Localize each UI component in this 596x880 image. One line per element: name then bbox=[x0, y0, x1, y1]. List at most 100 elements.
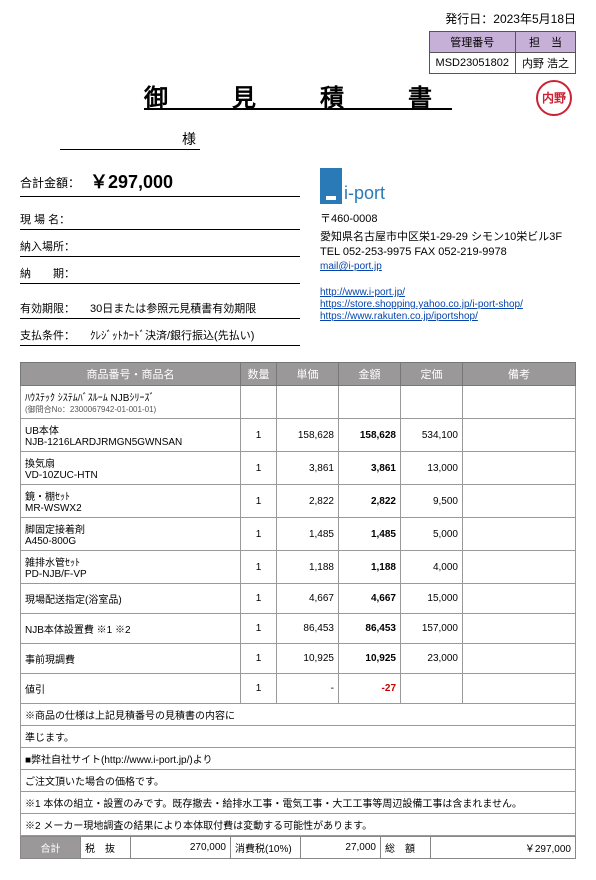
issue-date: 発行日：2023年5月18日 bbox=[20, 10, 576, 27]
notes-table: ※商品の仕様は上記見積番号の見積書の内容に 準じます。 ■弊社自社サイト(htt… bbox=[20, 703, 576, 836]
site-line: 現 場 名： bbox=[20, 209, 300, 230]
customer-name-line: 様 bbox=[60, 129, 200, 150]
item-amount: 10,925 bbox=[339, 644, 401, 674]
item-amount: 1,485 bbox=[339, 518, 401, 551]
item-name: 事前現調費 bbox=[25, 651, 236, 666]
series-row: ﾊｳｽﾃｯｸ ｼｽﾃﾑﾊﾞｽﾙｰﾑ NJBｼﾘｰｽﾞ (御問合No：230006… bbox=[21, 386, 576, 419]
footer-extax-label: 税 抜 bbox=[81, 837, 131, 859]
item-unit: 3,861 bbox=[277, 452, 339, 485]
mgmt-no-value: MSD23051802 bbox=[429, 53, 515, 74]
item-name: NJB本体設置費 ※1 ※2 bbox=[25, 621, 236, 636]
company-zip: 〒460-0008 bbox=[320, 210, 576, 226]
item-remark bbox=[463, 644, 576, 674]
company-mail-link[interactable]: mail@i-port.jp bbox=[320, 261, 382, 272]
rep-header: 担 当 bbox=[515, 32, 575, 53]
item-remark bbox=[463, 551, 576, 584]
item-unit: 2,822 bbox=[277, 485, 339, 518]
document-title: 御 見 積 書 bbox=[20, 78, 576, 113]
valid-label: 有効期限： bbox=[20, 300, 90, 316]
company-link-1[interactable]: http://www.i-port.jp/ bbox=[320, 287, 405, 298]
item-name: 脚固定接着剤 bbox=[25, 521, 236, 536]
company-tel: TEL 052-253-9975 FAX 052-219-9978 bbox=[320, 246, 576, 258]
due-line: 納 期： bbox=[20, 263, 300, 284]
item-code: NJB-1216LARDJRMGN5GWNSAN bbox=[25, 437, 236, 448]
item-qty: 1 bbox=[241, 518, 277, 551]
item-list: 5,000 bbox=[401, 518, 463, 551]
item-unit: - bbox=[277, 674, 339, 704]
rep-value: 内野 浩之 bbox=[515, 53, 575, 74]
items-table: 商品番号・商品名 数量 単価 金額 定価 備考 ﾊｳｽﾃｯｸ ｼｽﾃﾑﾊﾞｽﾙｰ… bbox=[20, 362, 576, 704]
item-unit: 1,188 bbox=[277, 551, 339, 584]
item-name: 鏡・棚ｾｯﾄ bbox=[25, 488, 236, 503]
item-amount: 4,667 bbox=[339, 584, 401, 614]
stamp-seal: 内野 bbox=[536, 80, 572, 116]
item-row: 脚固定接着剤A450-800G11,4851,4855,000 bbox=[21, 518, 576, 551]
due-label: 納 期： bbox=[20, 265, 90, 281]
item-list: 157,000 bbox=[401, 614, 463, 644]
col-qty: 数量 bbox=[241, 363, 277, 386]
company-logo: i-port bbox=[320, 168, 576, 204]
footer-table: 合計 税 抜 270,000 消費税(10%) 27,000 総 額 ￥297,… bbox=[20, 836, 576, 859]
item-row: 値引1--27 bbox=[21, 674, 576, 704]
item-qty: 1 bbox=[241, 551, 277, 584]
note-3: ※1 本体の組立・設置のみです。既存撤去・給排水工事・電気工事・大工工事等周辺設… bbox=[21, 792, 576, 814]
item-row: 鏡・棚ｾｯﾄMR-WSWX212,8222,8229,500 bbox=[21, 485, 576, 518]
item-name: 換気扇 bbox=[25, 455, 236, 470]
company-link-2[interactable]: https://store.shopping.yahoo.co.jp/i-por… bbox=[320, 299, 523, 310]
footer-extax-value: 270,000 bbox=[131, 837, 231, 859]
item-list: 534,100 bbox=[401, 419, 463, 452]
valid-line: 有効期限： 30日または参照元見積書有効期限 bbox=[20, 298, 300, 319]
payment-value: ｸﾚｼﾞｯﾄｶｰﾄﾞ決済/銀行振込(先払い) bbox=[90, 327, 254, 343]
col-list: 定価 bbox=[401, 363, 463, 386]
item-unit: 10,925 bbox=[277, 644, 339, 674]
note-1a: ※商品の仕様は上記見積番号の見積書の内容に bbox=[21, 704, 576, 726]
item-unit: 158,628 bbox=[277, 419, 339, 452]
footer-total-label: 合計 bbox=[21, 837, 81, 859]
company-address: 愛知県名古屋市中区栄1-29-29 シモン10栄ビル3F bbox=[320, 228, 576, 244]
item-name: 現場配送指定(浴室品) bbox=[25, 591, 236, 606]
col-amount: 金額 bbox=[339, 363, 401, 386]
total-amount-line: 合計金額： ￥297,000 bbox=[20, 168, 300, 197]
item-code: PD-NJB/F-VP bbox=[25, 569, 236, 580]
item-qty: 1 bbox=[241, 674, 277, 704]
item-remark bbox=[463, 518, 576, 551]
series-ref: (御問合No：2300067942-01-001-01) bbox=[25, 404, 236, 415]
delivery-line: 納入場所： bbox=[20, 236, 300, 257]
item-name: 雑排水管ｾｯﾄ bbox=[25, 554, 236, 569]
series-name: ﾊｳｽﾃｯｸ ｼｽﾃﾑﾊﾞｽﾙｰﾑ NJBｼﾘｰｽﾞ bbox=[25, 389, 236, 404]
item-qty: 1 bbox=[241, 584, 277, 614]
logo-text: i-port bbox=[344, 183, 385, 204]
payment-label: 支払条件： bbox=[20, 327, 90, 343]
item-code: VD-10ZUC-HTN bbox=[25, 470, 236, 481]
item-name: UB本体 bbox=[25, 422, 236, 437]
item-amount: 1,188 bbox=[339, 551, 401, 584]
left-column: 合計金額： ￥297,000 現 場 名： 納入場所： 納 期： 有効期限： 3… bbox=[20, 168, 300, 352]
item-name: 値引 bbox=[25, 681, 236, 696]
item-list bbox=[401, 674, 463, 704]
footer-tax-label: 消費税(10%) bbox=[231, 837, 301, 859]
site-label: 現 場 名： bbox=[20, 211, 90, 227]
item-row: 事前現調費110,92510,92523,000 bbox=[21, 644, 576, 674]
item-amount: 3,861 bbox=[339, 452, 401, 485]
note-2b: ご注文頂いた場合の価格です。 bbox=[21, 770, 576, 792]
note-2a: ■弊社自社サイト(http://www.i-port.jp/)より bbox=[21, 748, 576, 770]
total-value: ￥297,000 bbox=[90, 168, 173, 194]
item-remark bbox=[463, 674, 576, 704]
item-row: NJB本体設置費 ※1 ※2186,45386,453157,000 bbox=[21, 614, 576, 644]
note-1b: 準じます。 bbox=[21, 726, 576, 748]
company-link-3[interactable]: https://www.rakuten.co.jp/iportshop/ bbox=[320, 311, 478, 322]
footer-grand-label: 総 額 bbox=[381, 837, 431, 859]
item-unit: 1,485 bbox=[277, 518, 339, 551]
mgmt-no-header: 管理番号 bbox=[429, 32, 515, 53]
item-unit: 4,667 bbox=[277, 584, 339, 614]
note-4: ※2 メーカー現地調査の結果により本体取付費は変動する可能性があります。 bbox=[21, 814, 576, 836]
item-qty: 1 bbox=[241, 485, 277, 518]
item-list: 4,000 bbox=[401, 551, 463, 584]
footer-tax-value: 27,000 bbox=[301, 837, 381, 859]
item-qty: 1 bbox=[241, 614, 277, 644]
item-code: A450-800G bbox=[25, 536, 236, 547]
item-qty: 1 bbox=[241, 452, 277, 485]
item-row: UB本体NJB-1216LARDJRMGN5GWNSAN1158,628158,… bbox=[21, 419, 576, 452]
item-amount: 86,453 bbox=[339, 614, 401, 644]
item-remark bbox=[463, 614, 576, 644]
